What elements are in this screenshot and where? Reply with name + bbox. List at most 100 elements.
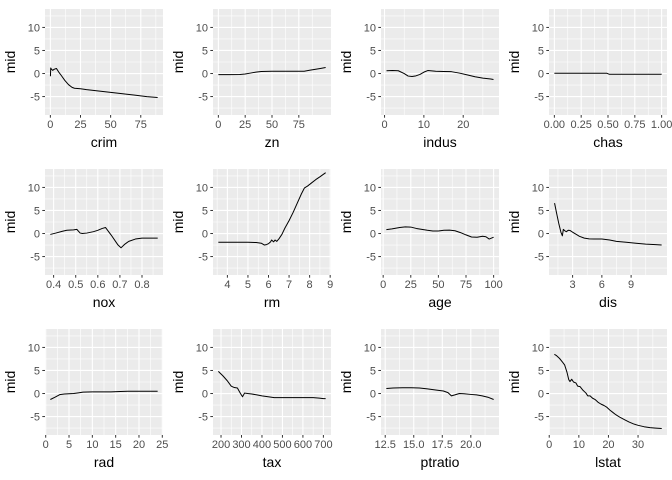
x-tick-label: 12.5 bbox=[375, 439, 396, 451]
y-tick-label: 5 bbox=[34, 45, 40, 57]
y-tick-label: -5 bbox=[30, 412, 40, 424]
y-axis-title: mid bbox=[170, 211, 186, 234]
y-axis-title: mid bbox=[2, 51, 18, 74]
x-axis-title: indus bbox=[423, 134, 456, 150]
x-tick-label: 7 bbox=[286, 279, 292, 291]
facet-age: 0 25 50 75 100 -5 0 5 10 age mid bbox=[338, 169, 503, 310]
x-tick-label: 30 bbox=[632, 439, 644, 451]
y-tick-label: 0 bbox=[370, 389, 376, 401]
y-tick-label: 10 bbox=[364, 22, 376, 34]
y-tick-label: 10 bbox=[364, 342, 376, 354]
x-tick-label: 20 bbox=[602, 439, 614, 451]
x-tick-label: 0.25 bbox=[570, 119, 591, 131]
facet-crim: 0 25 50 75 -5 0 5 10 crim mid bbox=[2, 9, 163, 150]
x-axis-title: crim bbox=[91, 134, 117, 150]
facet-rm: 4 5 6 7 8 9 -5 0 5 10 rm mid bbox=[170, 169, 333, 310]
series-line bbox=[50, 227, 158, 249]
x-tick-label: 20 bbox=[133, 439, 145, 451]
x-axis-title: dis bbox=[599, 294, 617, 310]
y-tick-label: -5 bbox=[198, 252, 208, 264]
y-tick-label: 5 bbox=[538, 205, 544, 217]
y-tick-label: 10 bbox=[532, 22, 544, 34]
x-tick-label: 50 bbox=[105, 119, 117, 131]
y-tick-label: 10 bbox=[28, 22, 40, 34]
x-tick-label: 0.50 bbox=[597, 119, 618, 131]
y-tick-label: -5 bbox=[198, 412, 208, 424]
x-tick-label: 400 bbox=[253, 439, 271, 451]
series-line bbox=[386, 387, 494, 400]
x-tick-label: 75 bbox=[135, 119, 147, 131]
y-tick-label: 10 bbox=[28, 342, 40, 354]
y-tick-label: -5 bbox=[534, 412, 544, 424]
x-tick-label: 0 bbox=[380, 279, 386, 291]
x-tick-label: 0.4 bbox=[46, 279, 61, 291]
y-tick-label: 5 bbox=[34, 205, 40, 217]
y-tick-label: 10 bbox=[532, 182, 544, 194]
y-tick-label: 5 bbox=[202, 205, 208, 217]
x-tick-label: 25 bbox=[74, 119, 86, 131]
y-tick-label: 0 bbox=[538, 389, 544, 401]
facet-tax: 200 300 400 500 600 700 -5 0 5 10 tax mid bbox=[170, 329, 333, 470]
y-axis-title: mid bbox=[338, 211, 354, 234]
x-tick-label: 0.75 bbox=[624, 119, 645, 131]
series-line bbox=[218, 371, 326, 400]
x-axis-title: age bbox=[428, 294, 452, 310]
y-tick-label: 10 bbox=[28, 182, 40, 194]
x-tick-label: 50 bbox=[432, 279, 444, 291]
x-axis-title: lstat bbox=[595, 454, 621, 470]
x-tick-label: 75 bbox=[460, 279, 472, 291]
y-tick-label: -5 bbox=[366, 412, 376, 424]
x-tick-label: 25 bbox=[239, 119, 251, 131]
x-tick-label: 9 bbox=[327, 279, 333, 291]
y-tick-label: 10 bbox=[196, 182, 208, 194]
series-line bbox=[554, 353, 662, 430]
x-tick-label: 200 bbox=[212, 439, 230, 451]
x-tick-label: 0 bbox=[43, 439, 49, 451]
x-tick-label: 0.5 bbox=[68, 279, 83, 291]
x-tick-label: 600 bbox=[294, 439, 312, 451]
facet-indus: 0 10 20 -5 0 5 10 indus mid bbox=[338, 9, 499, 150]
y-tick-label: 0 bbox=[34, 69, 40, 81]
series-line bbox=[554, 203, 662, 246]
x-tick-label: 1.00 bbox=[651, 119, 672, 131]
x-axis-title: ptratio bbox=[421, 454, 460, 470]
y-tick-label: 5 bbox=[370, 365, 376, 377]
x-tick-label: 25 bbox=[405, 279, 417, 291]
y-tick-label: 5 bbox=[370, 205, 376, 217]
x-tick-label: 15.0 bbox=[403, 439, 424, 451]
series-line bbox=[218, 172, 326, 246]
series-line bbox=[50, 390, 158, 400]
x-tick-label: 700 bbox=[314, 439, 332, 451]
y-tick-label: 10 bbox=[532, 342, 544, 354]
y-tick-label: 0 bbox=[538, 229, 544, 241]
x-tick-label: 6 bbox=[265, 279, 271, 291]
y-tick-label: 0 bbox=[370, 229, 376, 241]
facet-zn: 0 25 50 75 -5 0 5 10 zn mid bbox=[170, 9, 331, 150]
y-tick-label: -5 bbox=[366, 252, 376, 264]
y-tick-label: -5 bbox=[30, 92, 40, 104]
y-axis-title: mid bbox=[170, 51, 186, 74]
x-tick-label: 6 bbox=[599, 279, 605, 291]
y-tick-label: 0 bbox=[34, 389, 40, 401]
x-tick-label: 75 bbox=[293, 119, 305, 131]
series-line bbox=[386, 226, 494, 240]
x-axis-title: rm bbox=[264, 294, 280, 310]
y-axis-title: mid bbox=[506, 211, 522, 234]
y-axis-title: mid bbox=[2, 371, 18, 394]
y-tick-label: 0 bbox=[202, 389, 208, 401]
series-line bbox=[218, 67, 326, 76]
y-tick-label: -5 bbox=[366, 92, 376, 104]
x-tick-label: 25 bbox=[156, 439, 168, 451]
y-axis-title: mid bbox=[170, 371, 186, 394]
y-tick-label: 5 bbox=[34, 365, 40, 377]
y-tick-label: -5 bbox=[534, 252, 544, 264]
y-tick-label: -5 bbox=[30, 252, 40, 264]
series-line bbox=[554, 72, 662, 75]
y-axis-title: mid bbox=[506, 371, 522, 394]
x-tick-label: 0 bbox=[47, 119, 53, 131]
x-tick-label: 0 bbox=[215, 119, 221, 131]
y-tick-label: 5 bbox=[370, 45, 376, 57]
y-axis-title: mid bbox=[338, 51, 354, 74]
x-tick-label: 10 bbox=[86, 439, 98, 451]
